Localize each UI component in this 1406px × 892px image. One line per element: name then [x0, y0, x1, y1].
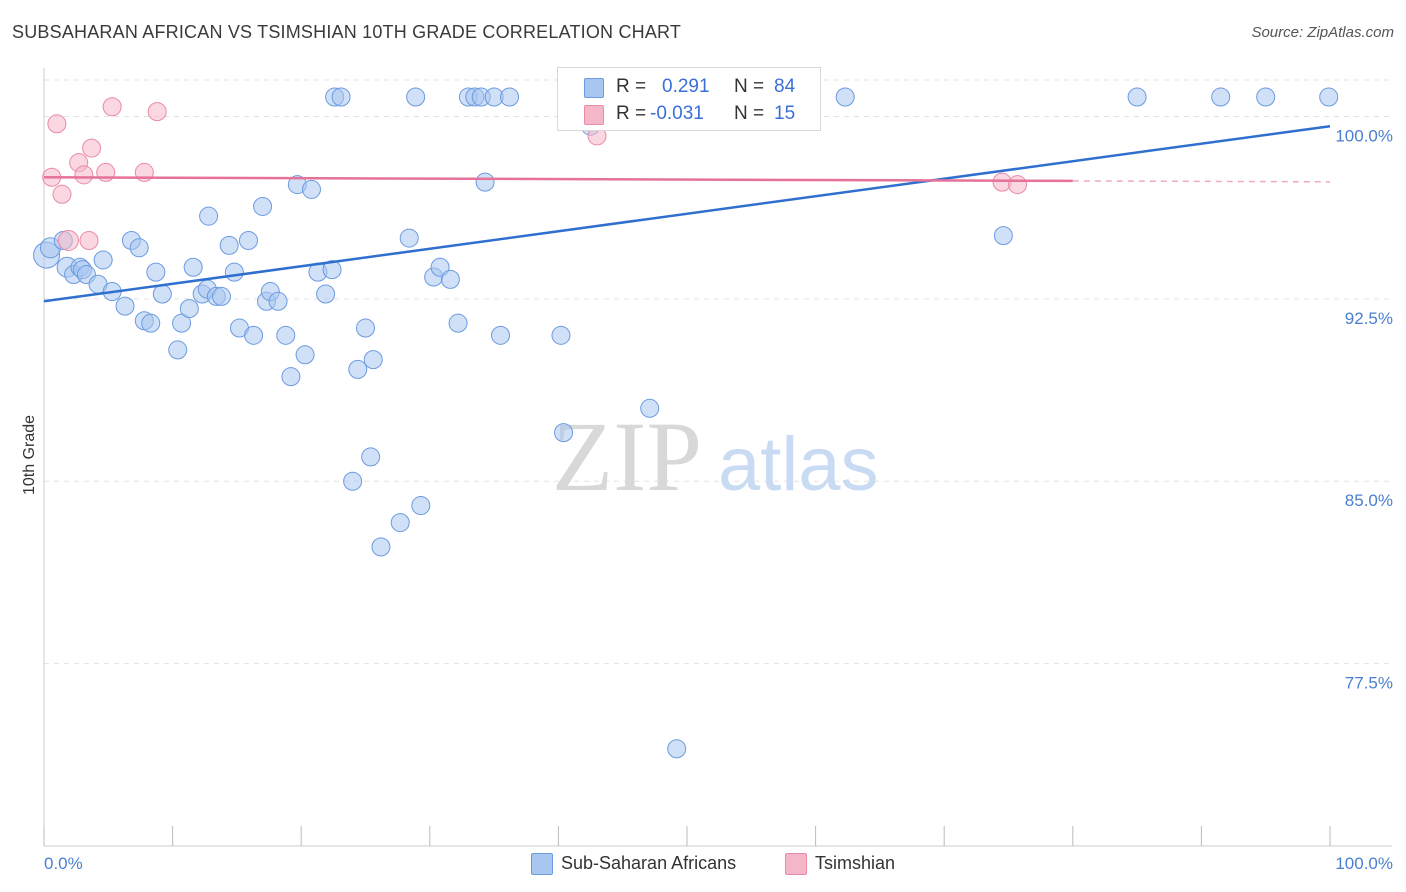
subsaharan-point [316, 284, 336, 304]
source-label: Source: ZipAtlas.com [1251, 24, 1394, 41]
subsaharan-point [281, 367, 301, 387]
subsaharan-point [199, 206, 219, 226]
subsaharan-point [363, 350, 383, 370]
legend-r-value: 0.291 [662, 76, 710, 97]
bottom-legend-swatch [785, 853, 807, 875]
subsaharan-point [295, 345, 315, 365]
legend-n-value: 15 [774, 103, 796, 124]
data-points [33, 87, 1339, 759]
legend-r-label: R = [616, 103, 647, 124]
subsaharan-point [491, 325, 511, 345]
y-tick-label: 100.0% [1335, 126, 1393, 145]
subsaharan-point [500, 87, 520, 107]
subsaharan-point [253, 196, 273, 216]
subsaharan-point [406, 87, 426, 107]
legend-r-label: R = [616, 76, 647, 97]
subsaharan-point [211, 286, 231, 306]
subsaharan-point [1211, 87, 1231, 107]
subsaharan-point [640, 398, 660, 418]
legend-n-value: 84 [774, 76, 796, 97]
correlation-legend: R = 0.291 N = 84 R = -0.031 N = 15 [557, 67, 821, 131]
tsimshian-point [102, 97, 122, 117]
x-tick-label-max: 100.0% [1335, 854, 1393, 873]
watermark-atlas: atlas [718, 422, 879, 507]
y-tick-label: 85.0% [1345, 491, 1393, 510]
tsimshian-trend-extension [1072, 180, 1331, 183]
tsimshian-point [57, 229, 79, 251]
subsaharan-point [475, 172, 495, 192]
series-subsaharan [33, 87, 1339, 759]
tsimshian-point [52, 184, 72, 204]
subsaharan-point [268, 291, 288, 311]
bottom-legend-swatch [531, 853, 553, 875]
subsaharan-point [361, 447, 381, 467]
subsaharan-point [129, 238, 149, 258]
subsaharan-point [1127, 87, 1147, 107]
subsaharan-point [448, 313, 468, 333]
subsaharan-point [93, 250, 113, 270]
tsimshian-point [79, 230, 99, 250]
subsaharan-point [551, 325, 571, 345]
chart-title: SUBSAHARAN AFRICAN VS TSIMSHIAN 10TH GRA… [12, 22, 682, 42]
subsaharan-point [183, 257, 203, 277]
tsimshian-point [147, 102, 167, 122]
subsaharan-point [371, 537, 391, 557]
subsaharan-point [115, 296, 135, 316]
y-axis-label: 10th Grade [21, 415, 38, 495]
subsaharan-point [331, 87, 351, 107]
subsaharan-point [348, 359, 368, 379]
series-tsimshian [42, 97, 1028, 251]
axes [43, 68, 1392, 847]
subsaharan-point [141, 313, 161, 333]
subsaharan-point [322, 260, 342, 280]
subsaharan-point [667, 739, 687, 759]
subsaharan-point [430, 257, 450, 277]
subsaharan-point [356, 318, 375, 338]
watermark: ZIP atlas [552, 401, 879, 512]
tsimshian-point [47, 114, 67, 134]
subsaharan-point [1256, 87, 1276, 107]
trend-lines [43, 124, 1331, 303]
legend-n-label: N = [734, 103, 765, 124]
subsaharan-trend-line [43, 124, 1331, 303]
subsaharan-point [399, 228, 419, 248]
tick-labels: 77.5% 85.0% 92.5% 100.0% 0.0% 100.0% [44, 126, 1393, 873]
tsimshian-trend-line [43, 176, 1073, 183]
subsaharan-point [554, 423, 574, 443]
subsaharan-point [224, 262, 244, 282]
subsaharan-point [179, 299, 199, 319]
subsaharan-point [1319, 87, 1339, 107]
subsaharan-point [411, 496, 431, 516]
y-tick-label: 77.5% [1345, 674, 1393, 693]
legend-swatch-subsaharan [584, 78, 604, 98]
tsimshian-point [1008, 175, 1028, 195]
subsaharan-point [390, 513, 410, 533]
x-tick-label-min: 0.0% [44, 854, 83, 873]
subsaharan-point [343, 471, 363, 491]
subsaharan-point [440, 269, 460, 289]
subsaharan-point [168, 340, 188, 360]
watermark-zip: ZIP [552, 401, 702, 512]
legend-swatch-tsimshian [584, 105, 604, 125]
subsaharan-point [276, 325, 296, 345]
subsaharan-point [172, 313, 192, 333]
tsimshian-point [74, 165, 94, 185]
subsaharan-point [152, 284, 172, 304]
y-tick-label: 92.5% [1345, 309, 1393, 328]
subsaharan-point [146, 262, 166, 282]
legend-r-value: -0.031 [650, 103, 704, 124]
bottom-legend-label: Sub-Saharan Africans [561, 853, 737, 873]
subsaharan-point [219, 235, 239, 255]
bottom-legend-label: Tsimshian [815, 853, 896, 873]
subsaharan-point [244, 325, 264, 345]
subsaharan-point [835, 87, 855, 107]
subsaharan-point [301, 179, 321, 199]
legend-n-label: N = [734, 76, 765, 97]
subsaharan-point [238, 230, 258, 250]
gridlines [44, 79, 1392, 665]
subsaharan-point [993, 226, 1013, 246]
tsimshian-point [82, 138, 102, 158]
